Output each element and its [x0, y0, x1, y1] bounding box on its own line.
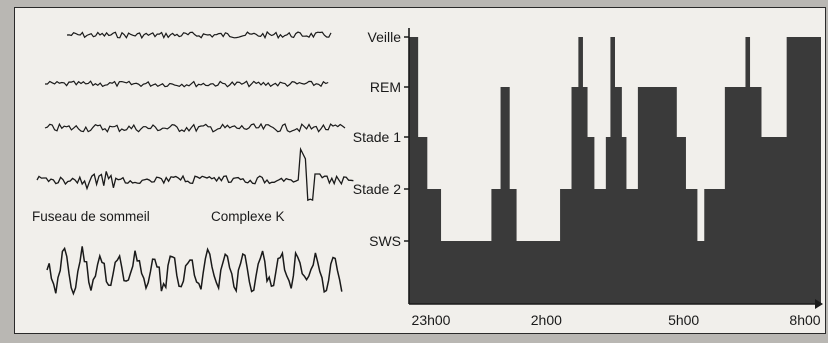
- hypnogram-chart: Veille REM Stade 1 Stade 2 SWS 23h00 2h00 5h00…: [353, 28, 823, 328]
- x-axis-arrow: [815, 299, 823, 309]
- y-tick-label: Stade 1: [353, 129, 401, 145]
- y-tick-label: REM: [370, 79, 401, 95]
- x-tick-label: 2h00: [531, 312, 562, 328]
- eeg-trace-rem: [45, 80, 329, 88]
- y-tick-label: Veille: [368, 29, 402, 45]
- eeg-traces-panel: Fuseau de sommeil Complexe K: [32, 30, 354, 296]
- x-axis-labels: 23h00 2h00 5h00 8h00: [412, 312, 821, 328]
- x-tick-label: 23h00: [412, 312, 451, 328]
- k-complex-label: Complexe K: [211, 209, 285, 224]
- figure-frame: Fuseau de sommeil Complexe K Veille REM St…: [14, 7, 826, 334]
- y-tick-label: SWS: [369, 233, 401, 249]
- eeg-trace-stage2: [36, 146, 354, 202]
- y-axis-ticks: [404, 36, 409, 242]
- spindle-label: Fuseau de sommeil: [32, 209, 150, 224]
- eeg-trace-sws: [46, 246, 343, 296]
- eeg-trace-stage1: [44, 122, 346, 133]
- hypnogram-fill: [409, 37, 821, 304]
- eeg-trace-wake: [66, 30, 332, 40]
- x-tick-label: 8h00: [789, 312, 820, 328]
- y-axis-labels: Veille REM Stade 1 Stade 2 SWS: [353, 29, 401, 249]
- x-tick-label: 5h00: [668, 312, 699, 328]
- hypnogram-area: [409, 37, 821, 304]
- y-tick-label: Stade 2: [353, 181, 401, 197]
